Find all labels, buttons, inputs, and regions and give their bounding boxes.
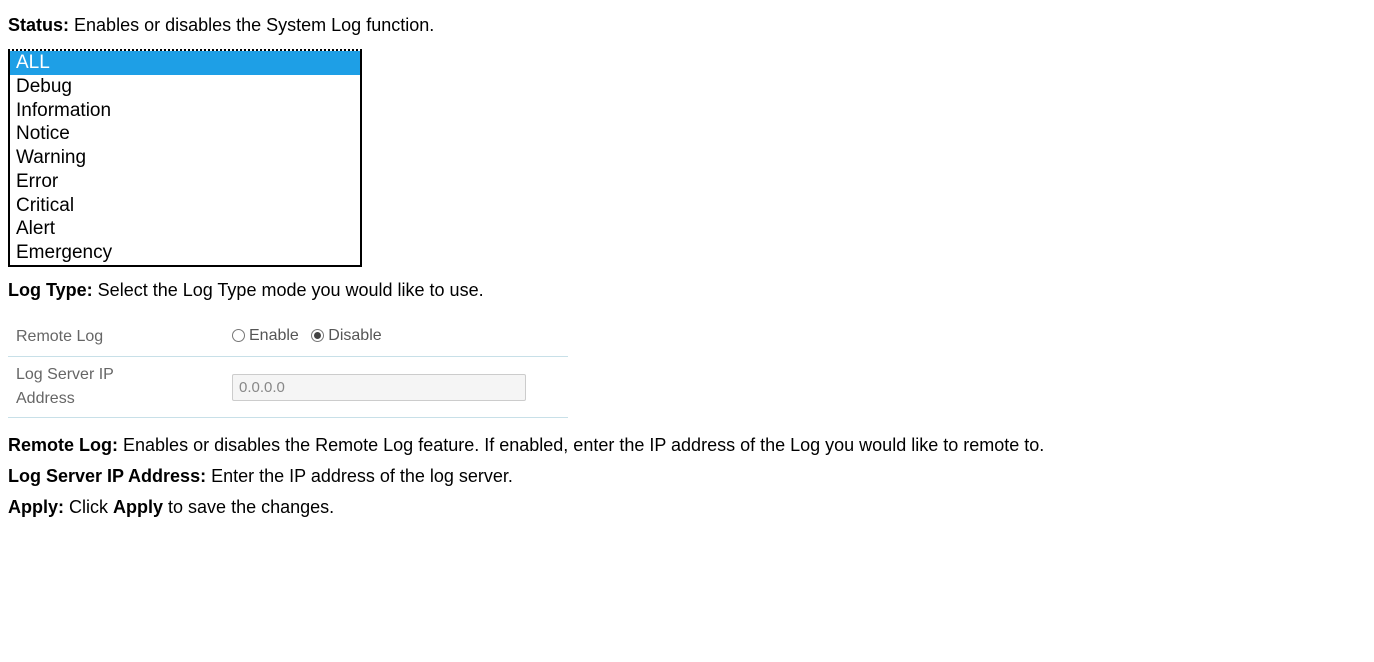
enable-label: Enable xyxy=(249,324,299,348)
log-type-listbox[interactable]: ALL Debug Information Notice Warning Err… xyxy=(8,49,362,267)
remote-log-desc-text: Enables or disables the Remote Log featu… xyxy=(123,435,1044,455)
listbox-item-notice[interactable]: Notice xyxy=(10,122,360,146)
log-type-description: Select the Log Type mode you would like … xyxy=(98,280,484,300)
remote-log-label: Remote Log xyxy=(8,318,224,357)
log-server-ip-input[interactable] xyxy=(232,374,526,401)
apply-word: Apply xyxy=(113,497,163,517)
descriptions-block: Remote Log: Enables or disables the Remo… xyxy=(8,432,1366,521)
apply-description: Apply: Click Apply to save the changes. xyxy=(8,494,1366,521)
listbox-item-critical[interactable]: Critical xyxy=(10,194,360,218)
listbox-item-alert[interactable]: Alert xyxy=(10,217,360,241)
log-server-label: Log Server IP Address xyxy=(8,357,224,418)
remote-log-controls: Enable Disable xyxy=(224,318,568,357)
listbox-item-information[interactable]: Information xyxy=(10,99,360,123)
status-description: Enables or disables the System Log funct… xyxy=(74,15,434,35)
remote-log-disable-option[interactable]: Disable xyxy=(311,324,381,348)
listbox-item-warning[interactable]: Warning xyxy=(10,146,360,170)
radio-icon xyxy=(232,329,245,342)
log-type-label: Log Type: xyxy=(8,280,93,300)
log-type-line: Log Type: Select the Log Type mode you w… xyxy=(8,277,1366,304)
log-server-description: Log Server IP Address: Enter the IP addr… xyxy=(8,463,1366,490)
apply-desc-label: Apply: xyxy=(8,497,64,517)
log-server-input-cell xyxy=(224,357,568,418)
status-label: Status: xyxy=(8,15,69,35)
log-server-row: Log Server IP Address xyxy=(8,357,568,418)
status-line: Status: Enables or disables the System L… xyxy=(8,12,1366,39)
remote-log-row: Remote Log Enable Disable xyxy=(8,318,568,357)
disable-label: Disable xyxy=(328,324,381,348)
remote-log-desc-label: Remote Log: xyxy=(8,435,118,455)
log-server-label-line2: Address xyxy=(16,390,75,407)
log-server-desc-text: Enter the IP address of the log server. xyxy=(211,466,513,486)
radio-icon xyxy=(311,329,324,342)
listbox-item-debug[interactable]: Debug xyxy=(10,75,360,99)
apply-desc-pre: Click xyxy=(69,497,113,517)
listbox-item-error[interactable]: Error xyxy=(10,170,360,194)
listbox-item-all[interactable]: ALL xyxy=(10,51,360,75)
apply-desc-post: to save the changes. xyxy=(163,497,334,517)
remote-log-enable-option[interactable]: Enable xyxy=(232,324,299,348)
listbox-item-emergency[interactable]: Emergency xyxy=(10,241,360,265)
settings-table: Remote Log Enable Disable Log Server IP … xyxy=(8,318,568,419)
log-server-desc-label: Log Server IP Address: xyxy=(8,466,206,486)
log-server-label-line1: Log Server IP xyxy=(16,366,114,383)
remote-log-description: Remote Log: Enables or disables the Remo… xyxy=(8,432,1366,459)
